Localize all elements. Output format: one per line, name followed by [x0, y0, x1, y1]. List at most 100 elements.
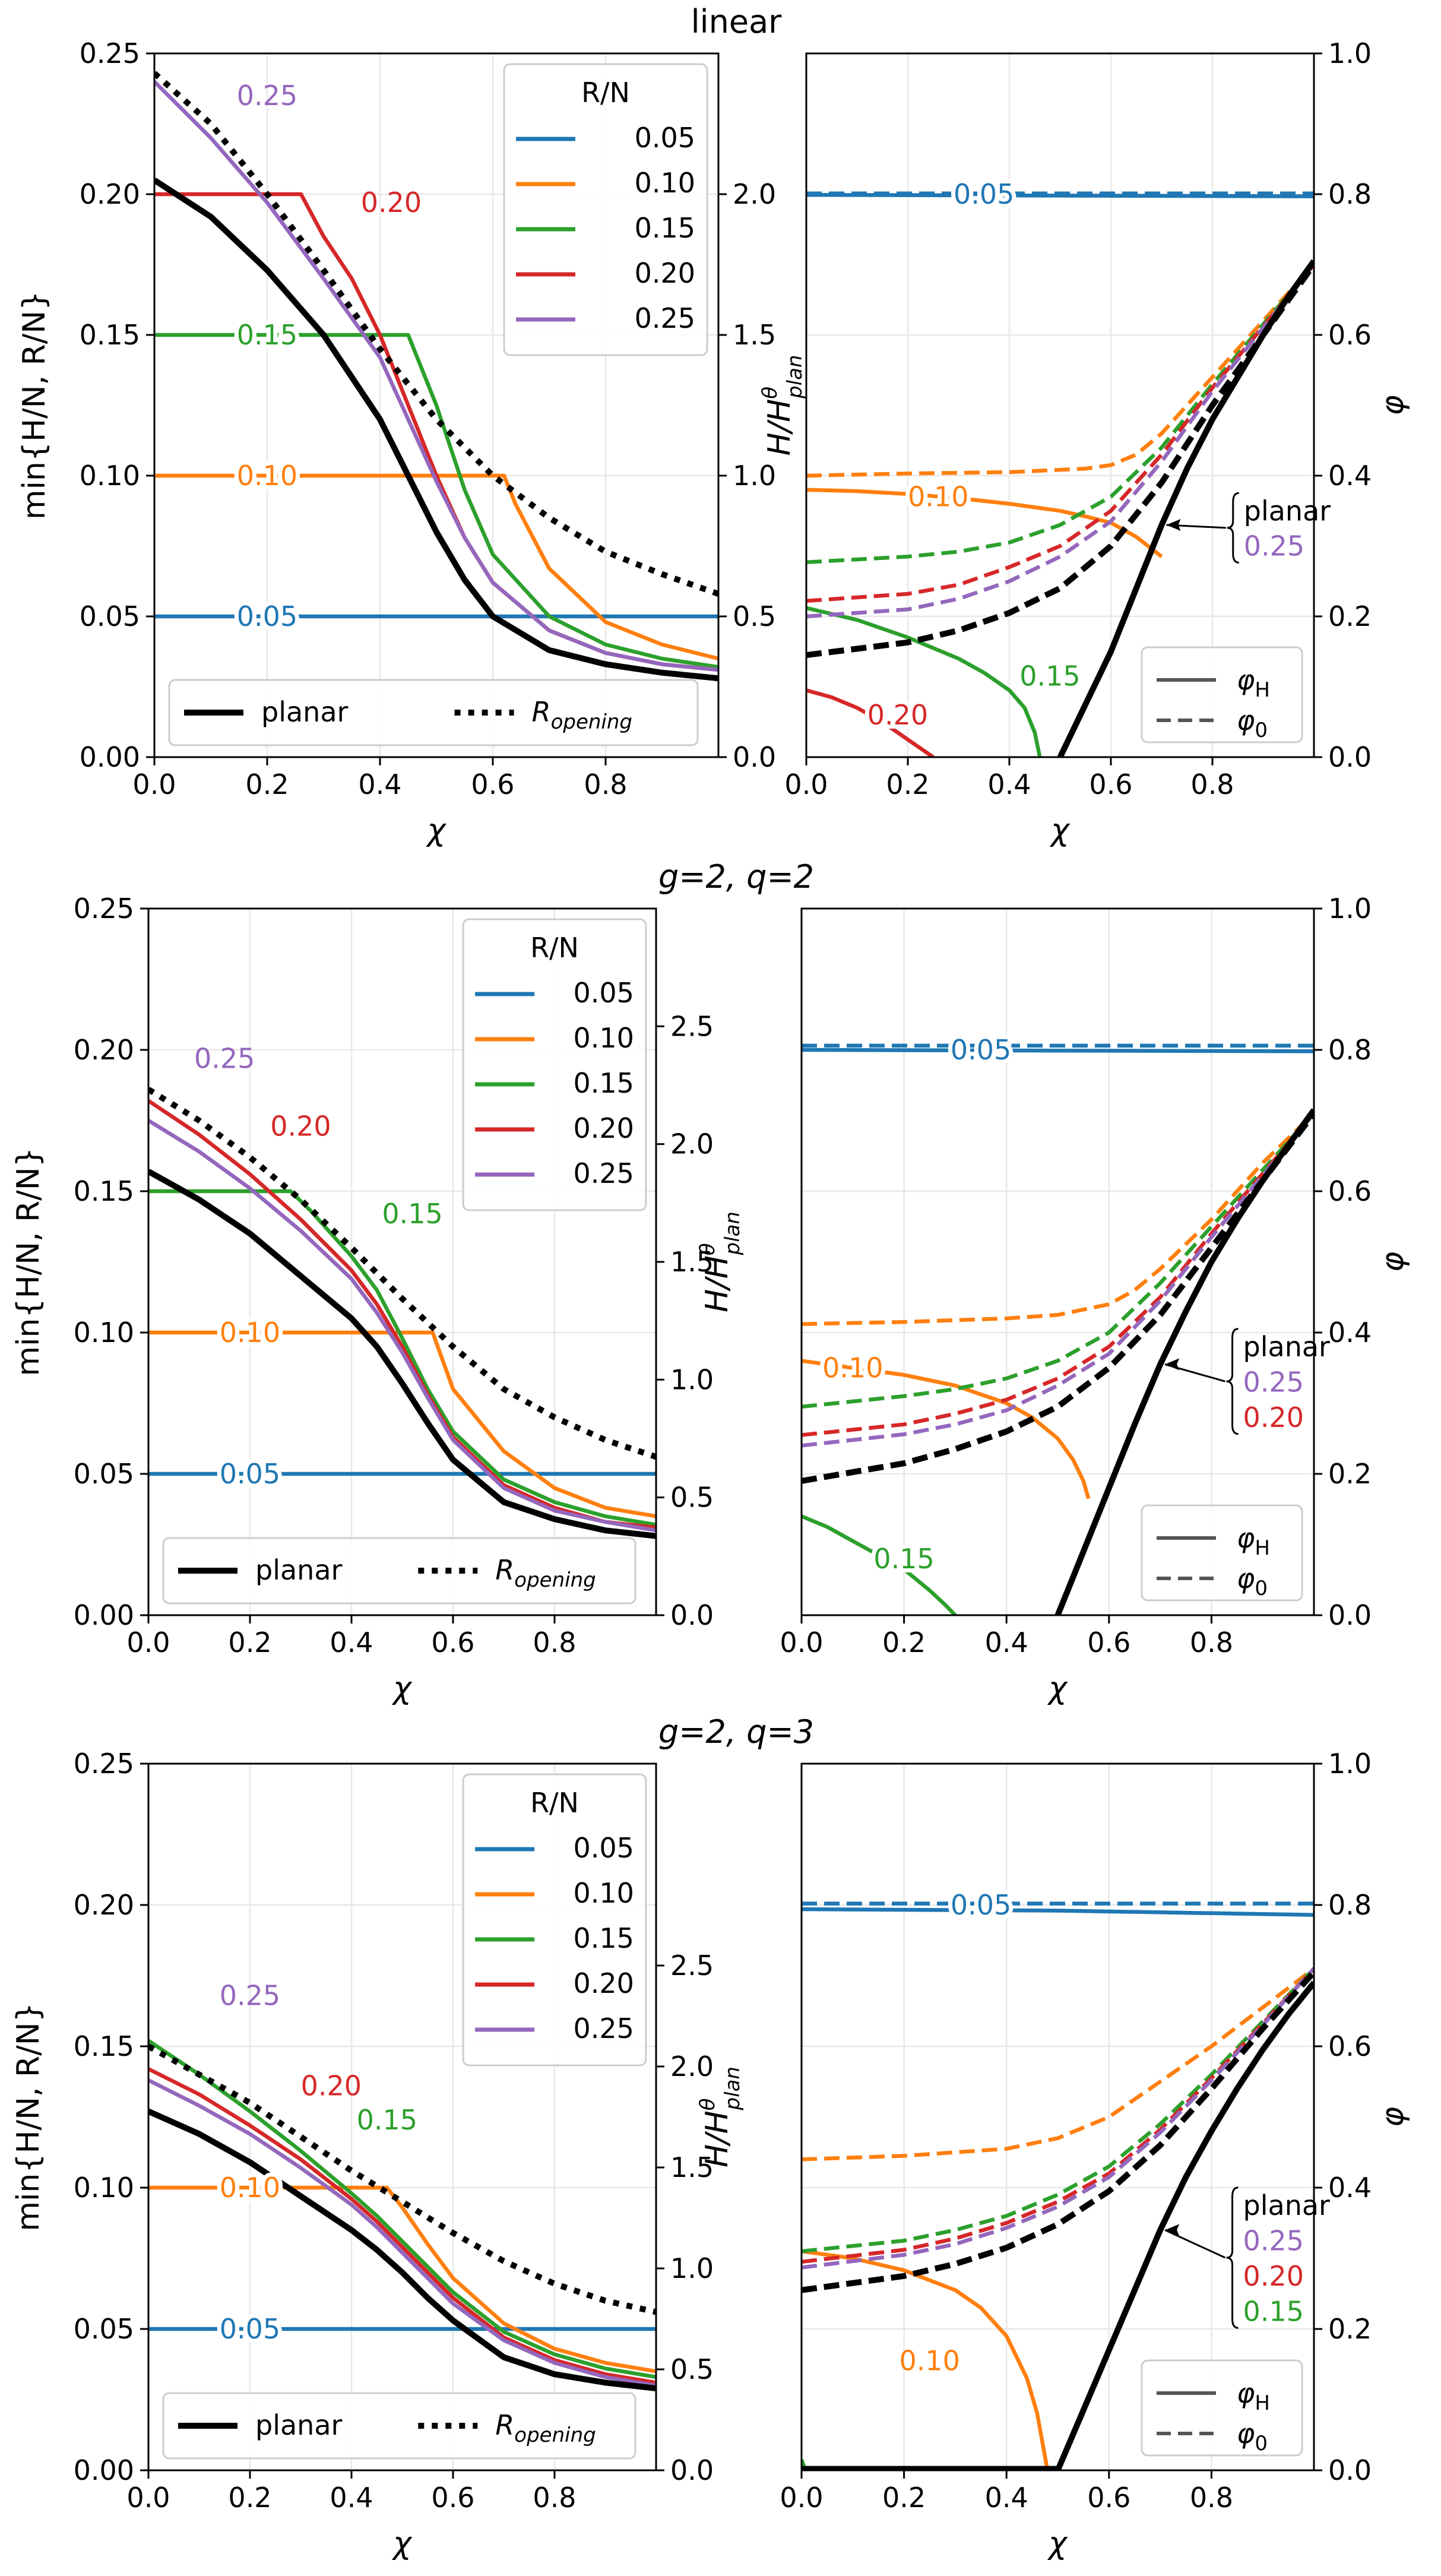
- legend-rn: R/N0.050.100.150.200.25: [462, 918, 647, 1211]
- y-tick-label: 0.25: [74, 1748, 134, 1780]
- y-tick-label: 0.0: [1328, 2454, 1372, 2486]
- x-tick-label: 0.2: [228, 1626, 271, 1659]
- y2-axis-label: H/Hθplan: [696, 1211, 745, 1312]
- series-group: [148, 2039, 656, 2391]
- annotation-0.20: 0.20: [270, 1110, 331, 1143]
- chart-top-left: 0.0 0.2 0.4 0.6 0.8 χ 0.00 0.05 0.10 0.15 0.20 0.25…: [17, 37, 807, 848]
- x-tick-label: 0.2: [228, 2482, 271, 2514]
- series-line-0.15-φ_0: [806, 263, 1314, 565]
- annotation-0.10: 0.10: [900, 2345, 960, 2377]
- x-tick-label: 0.6: [431, 2482, 474, 2514]
- annotation-0.15: 0.15: [1019, 660, 1080, 692]
- brace-label-planar: planar: [1243, 2189, 1331, 2221]
- annotation-0.05: 0.05: [220, 2313, 280, 2345]
- brace-arrow: [1164, 2229, 1226, 2259]
- legend-entry: φ0: [1237, 704, 1268, 742]
- y-tick-label: 0.20: [74, 1889, 134, 1921]
- y2-tick-label: 2.0: [733, 178, 776, 210]
- x-axis-label: χ: [1047, 1670, 1068, 1706]
- x-tick-label: 0.2: [245, 768, 289, 800]
- chart-middle-right: 0.0 0.2 0.4 0.6 0.8 χ 0.0 0.2 0.4 0.6 0.8 1.0 φ 0.05 0…: [780, 893, 1411, 1706]
- y-tick-label: 0.25: [74, 893, 134, 925]
- x-tick-label: 0.4: [330, 1626, 373, 1659]
- legend-entry: Ropening: [532, 696, 632, 734]
- legend-entry: planar: [255, 2409, 343, 2441]
- y-tick-label: 0.4: [1328, 460, 1372, 492]
- y-tick-label: 0.4: [1328, 2172, 1372, 2204]
- legend-entry: φH: [1237, 2377, 1270, 2415]
- series-line-0.05-φ_H: [802, 1907, 1314, 1917]
- y-tick-label: 0.10: [74, 1317, 134, 1349]
- y2-tick-label: 1.5: [670, 2151, 714, 2183]
- x-tick-label: 0.4: [985, 1626, 1028, 1659]
- series-line-0.20-φ_0: [802, 1967, 1314, 2264]
- brace-label-0.15: 0.15: [1243, 2295, 1304, 2327]
- x-tick-label: 0.0: [126, 2482, 170, 2514]
- y2-tick-label: 2.5: [670, 1950, 714, 1982]
- series-line-0.10: [148, 1330, 656, 1518]
- y-tick-label: 0.8: [1328, 1889, 1372, 1921]
- row-title: g=2, q=2: [658, 858, 814, 895]
- y-axis-label-phi: φ: [1375, 2107, 1411, 2127]
- series-line-0.10-φ_0: [802, 1967, 1314, 2162]
- x-tick-label: 0.8: [584, 768, 627, 800]
- series-line-0.20-φ_H: [806, 688, 935, 757]
- y2-tick-label: 2.0: [670, 1128, 714, 1160]
- y2-tick-label: 0.5: [733, 600, 776, 632]
- series-line-0.25-φ_0: [802, 1967, 1314, 2270]
- chart-bottom-right: 0.0 0.2 0.4 0.6 0.8 χ 0.0 0.2 0.4 0.6 0.8 1.0 φ 0.05 0…: [780, 1748, 1411, 2561]
- series-line-0.15: [154, 333, 718, 669]
- y-tick-label: 0.10: [80, 460, 140, 492]
- y-tick-label: 0.2: [1328, 2313, 1372, 2345]
- y2-tick-label: 0.0: [670, 1599, 714, 1631]
- y2-tick-label: 1.5: [670, 1246, 714, 1278]
- x-tick-label: 0.0: [780, 2482, 823, 2514]
- y2-tick-label: 1.5: [733, 319, 776, 351]
- series-line-0.10: [148, 2185, 656, 2374]
- chart-middle-left: 0.0 0.2 0.4 0.6 0.8 χ 0.00 0.05 0.10 0.15 0.20 0.25…: [11, 893, 745, 1706]
- annotation-0.20: 0.20: [301, 2070, 362, 2102]
- legend-entry: 0.20: [573, 1112, 634, 1144]
- x-axis-label: χ: [1047, 2526, 1068, 2561]
- x-tick-label: 0.6: [1087, 2482, 1130, 2514]
- legend-planar: planar Ropening: [162, 2392, 636, 2460]
- y2-axis-label: H/Hθplan: [758, 355, 807, 456]
- annotation-0.05: 0.05: [951, 1889, 1011, 1921]
- series-line-0.25-φ_0: [806, 263, 1314, 619]
- annotation-0.05: 0.05: [237, 600, 297, 632]
- y-tick-label: 0.15: [74, 1175, 134, 1207]
- annotation-0.25: 0.25: [194, 1042, 255, 1074]
- x-tick-label: 0.2: [882, 2482, 926, 2514]
- legend-entry: 0.05: [573, 1832, 634, 1864]
- annotation-0.05: 0.05: [951, 1034, 1011, 1066]
- x-tick-label: 0.2: [886, 768, 929, 800]
- series-line-planar-φ_H-rise: [1054, 1980, 1314, 2470]
- legend-entry: φH: [1237, 1522, 1270, 1560]
- legend-rn: R/N0.050.100.150.200.25: [503, 63, 708, 356]
- legend-entry: 0.15: [573, 1922, 634, 1954]
- y-axis-label: min{H/N, R/N}: [17, 291, 52, 520]
- annotation-0.25: 0.25: [237, 80, 297, 112]
- plot-frame: [153, 52, 720, 758]
- brace-label-0.25: 0.25: [1243, 2224, 1304, 2257]
- arrowhead: [1166, 518, 1181, 531]
- arrowhead: [1165, 1358, 1180, 1371]
- series-line-0.10-φ_0: [806, 263, 1314, 478]
- series-line-R_opening: [154, 71, 718, 597]
- brace-label-0.25: 0.25: [1244, 530, 1304, 562]
- brace-label-0.20: 0.20: [1243, 2260, 1304, 2292]
- y2-tick-label: 0.0: [670, 2454, 714, 2486]
- x-tick-label: 0.0: [126, 1626, 170, 1659]
- legend-entry: 0.05: [573, 977, 634, 1009]
- x-tick-label: 0.6: [1089, 768, 1132, 800]
- y-tick-label: 0.20: [80, 178, 140, 210]
- legend-entry: planar: [261, 696, 349, 728]
- series-line-planar: [148, 1169, 656, 1539]
- annotation-0.15: 0.15: [873, 1543, 934, 1575]
- legend-box: [162, 2392, 636, 2460]
- x-tick-label: 0.0: [784, 768, 828, 800]
- legend-entry: planar: [255, 1554, 343, 1586]
- x-tick-label: 0.8: [1190, 768, 1234, 800]
- legend-box: [1141, 1504, 1303, 1602]
- legend-entry: 0.10: [573, 1877, 634, 1909]
